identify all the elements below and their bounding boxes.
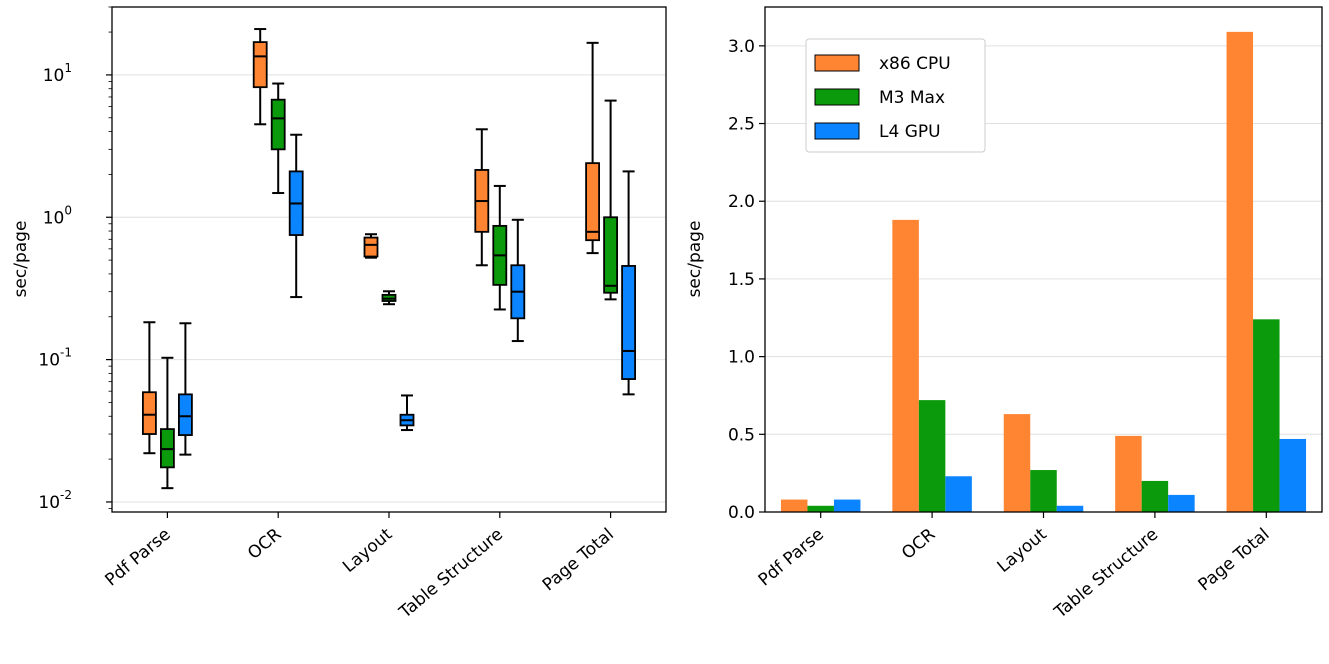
boxplot-x-axis: Pdf Parse OCR Layout Table Structure Page To… — [102, 512, 618, 623]
box-iqr — [141, 391, 157, 435]
boxplot-x-tick-label: OCR — [244, 524, 285, 563]
bar-l4-gpu-ocr — [945, 476, 972, 512]
barchart-y-tick-label: 1.5 — [728, 270, 755, 290]
barchart-y-tick-label: 0.5 — [728, 425, 755, 445]
box-iqr — [585, 162, 600, 242]
box-x86-cpu-ocr — [252, 28, 268, 126]
box-iqr — [621, 265, 636, 380]
legend: x86 CPU M3 Max L4 GPU — [805, 38, 986, 153]
boxplot-marks — [141, 28, 636, 490]
barchart-x-tick-label: OCR — [898, 524, 939, 563]
box-iqr — [252, 41, 268, 89]
barchart-y-tick-label: 2.5 — [728, 115, 755, 135]
boxplot-x-tick-label: Table Structure — [395, 525, 507, 624]
box-m3-max-pdf-parse — [159, 356, 175, 490]
box-x86-cpu-layout — [363, 233, 379, 259]
barchart-x-tick-label: Layout — [994, 524, 1051, 577]
box-iqr — [363, 236, 379, 258]
box-x86-cpu-page-total — [585, 41, 600, 255]
box-m3-max-table-structure — [492, 184, 508, 311]
legend-entry-l4-gpu: L4 GPU — [814, 122, 941, 142]
boxplot-y-tick-label: 101 — [43, 61, 72, 86]
barchart-y-axis: 0.0 0.5 1.0 1.5 2.0 2.5 3.0 — [728, 37, 765, 523]
barchart-x-tick-label: Page Total — [1195, 525, 1274, 596]
barchart-x-tick-label: Table Structure — [1050, 525, 1162, 624]
box-m3-max-layout — [381, 290, 397, 306]
barchart-y-tick-label: 0.0 — [728, 503, 755, 523]
barchart-x-axis: Pdf Parse OCR Layout Table Structure Page To… — [755, 512, 1274, 623]
bar-x86-cpu-table-structure — [1115, 435, 1142, 512]
boxplot-background — [112, 7, 666, 512]
legend-entry-m3-max: M3 Max — [814, 88, 945, 108]
legend-label-m3-max: M3 Max — [879, 88, 945, 108]
bar-m3-max-ocr — [918, 400, 946, 512]
bar-m3-max-table-structure — [1141, 480, 1169, 512]
legend-swatch-l4-gpu — [814, 122, 860, 140]
barchart-y-tick-label: 2.0 — [728, 192, 755, 212]
barchart-x-tick-label: Pdf Parse — [755, 525, 828, 591]
box-l4-gpu-table-structure — [510, 218, 526, 343]
bar-m3-max-pdf-parse — [807, 505, 834, 512]
boxplot-y-axis-label: sec/page — [11, 221, 31, 298]
bar-l4-gpu-layout — [1056, 505, 1084, 512]
boxplot-y-tick-label: 100 — [43, 203, 72, 228]
box-m3-max-page-total — [603, 99, 618, 301]
legend-swatch-m3-max — [814, 88, 860, 106]
box-l4-gpu-pdf-parse — [177, 322, 193, 456]
barchart-y-tick-label: 3.0 — [728, 37, 755, 57]
barchart-y-tick-label: 1.0 — [728, 348, 755, 368]
bar-m3-max-layout — [1030, 470, 1057, 512]
box-x86-cpu-table-structure — [474, 128, 490, 267]
box-iqr — [603, 216, 618, 294]
bar-x86-cpu-ocr — [892, 219, 919, 512]
box-l4-gpu-layout — [399, 394, 415, 432]
bar-l4-gpu-pdf-parse — [833, 499, 861, 512]
boxplot-y-axis: 10-2 10-1 100 101 — [38, 6, 112, 513]
legend-label-x86-cpu: x86 CPU — [879, 54, 951, 74]
boxplot-panel: 10-2 10-1 100 101 Pdf Parse OCR Layout Table S… — [11, 6, 667, 623]
box-x86-cpu-pdf-parse — [141, 321, 157, 455]
boxplot-y-tick-label: 10-1 — [38, 346, 72, 371]
bar-m3-max-page-total — [1253, 319, 1280, 512]
barchart-y-axis-label: sec/page — [685, 221, 705, 298]
bar-l4-gpu-page-total — [1279, 438, 1307, 512]
boxplot-gridlines — [112, 74, 666, 503]
bar-x86-cpu-pdf-parse — [780, 499, 808, 512]
boxplot-x-tick-label: Pdf Parse — [102, 525, 175, 591]
legend-entry-x86-cpu: x86 CPU — [814, 54, 951, 74]
bar-x86-cpu-page-total — [1226, 31, 1254, 512]
boxplot-y-tick-label: 10-2 — [38, 488, 72, 513]
box-m3-max-ocr — [270, 82, 286, 195]
bar-l4-gpu-table-structure — [1168, 494, 1195, 512]
box-l4-gpu-page-total — [621, 170, 636, 396]
bar-x86-cpu-layout — [1003, 414, 1031, 512]
legend-label-l4-gpu: L4 GPU — [879, 122, 941, 142]
box-iqr — [177, 393, 193, 436]
barchart-panel: 0.0 0.5 1.0 1.5 2.0 2.5 3.0 Pdf Parse OCR Layout… — [685, 6, 1323, 623]
boxplot-x-tick-label: Page Total — [539, 525, 618, 596]
boxplot-x-tick-label: Layout — [339, 524, 396, 577]
legend-swatch-x86-cpu — [814, 54, 860, 72]
box-l4-gpu-ocr — [288, 133, 304, 299]
box-iqr — [270, 98, 286, 151]
barchart-marks — [780, 31, 1307, 512]
